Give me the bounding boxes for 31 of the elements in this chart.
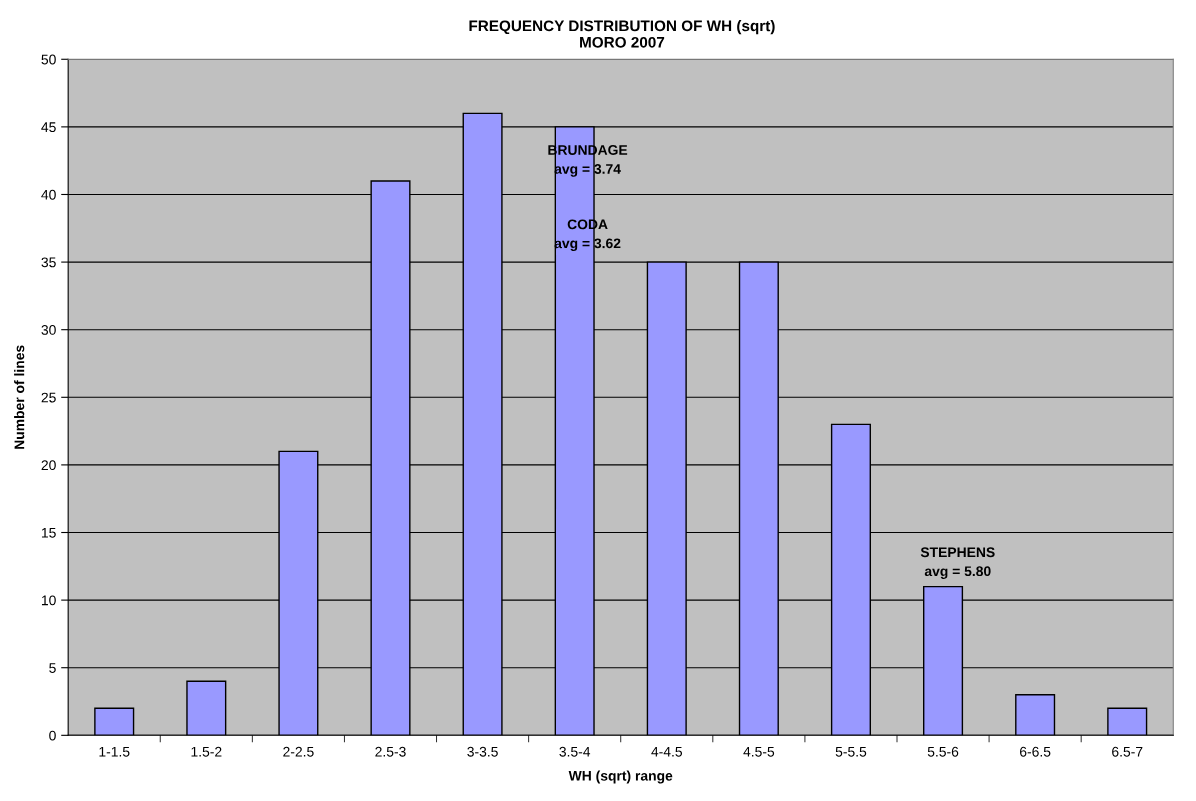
y-tick-label: 40 bbox=[41, 189, 56, 200]
x-tick-label: 2-2.5 bbox=[283, 746, 314, 757]
bar bbox=[1015, 694, 1056, 736]
x-tick-label: 3-3.5 bbox=[467, 746, 498, 757]
x-axis-title: WH (sqrt) range bbox=[568, 770, 673, 784]
y-axis-title: Number of lines bbox=[14, 345, 25, 449]
x-tick-label: 3.5-4 bbox=[559, 746, 591, 757]
x-tick-label: 6.5-7 bbox=[1112, 746, 1143, 757]
y-tick-label: 35 bbox=[41, 257, 56, 268]
y-tick-label: 50 bbox=[41, 54, 56, 65]
x-tick-label: 5-5.5 bbox=[835, 746, 867, 757]
x-tick-label: 2.5-3 bbox=[375, 746, 406, 757]
y-tick-label: 5 bbox=[49, 663, 56, 673]
bar bbox=[1107, 707, 1148, 736]
y-tick-label: 25 bbox=[41, 392, 56, 403]
y-tick-label: 0 bbox=[49, 730, 56, 741]
x-tick-label: 6-6.5 bbox=[1020, 746, 1051, 757]
annotation: STEPHENS avg = 5.80 bbox=[920, 547, 995, 579]
y-tick-label: 15 bbox=[41, 527, 56, 538]
bar bbox=[186, 680, 227, 736]
bar bbox=[94, 707, 135, 736]
x-tick-label: 5.5-6 bbox=[927, 746, 959, 757]
x-tick-label: 4.5-5 bbox=[743, 746, 775, 757]
x-tick-label: 1-1.5 bbox=[99, 746, 130, 757]
y-tick-label: 45 bbox=[41, 122, 56, 133]
x-tick-label: 1.5-2 bbox=[191, 746, 222, 757]
y-tick-label: 20 bbox=[41, 460, 56, 471]
y-tick-label: 10 bbox=[41, 595, 56, 606]
x-tick-label: 4-4.5 bbox=[651, 746, 683, 757]
y-tick-label: 30 bbox=[41, 325, 56, 335]
chart-title: FREQUENCY DISTRIBUTION OF WH (sqrt) MORO 2007 bbox=[469, 20, 775, 48]
